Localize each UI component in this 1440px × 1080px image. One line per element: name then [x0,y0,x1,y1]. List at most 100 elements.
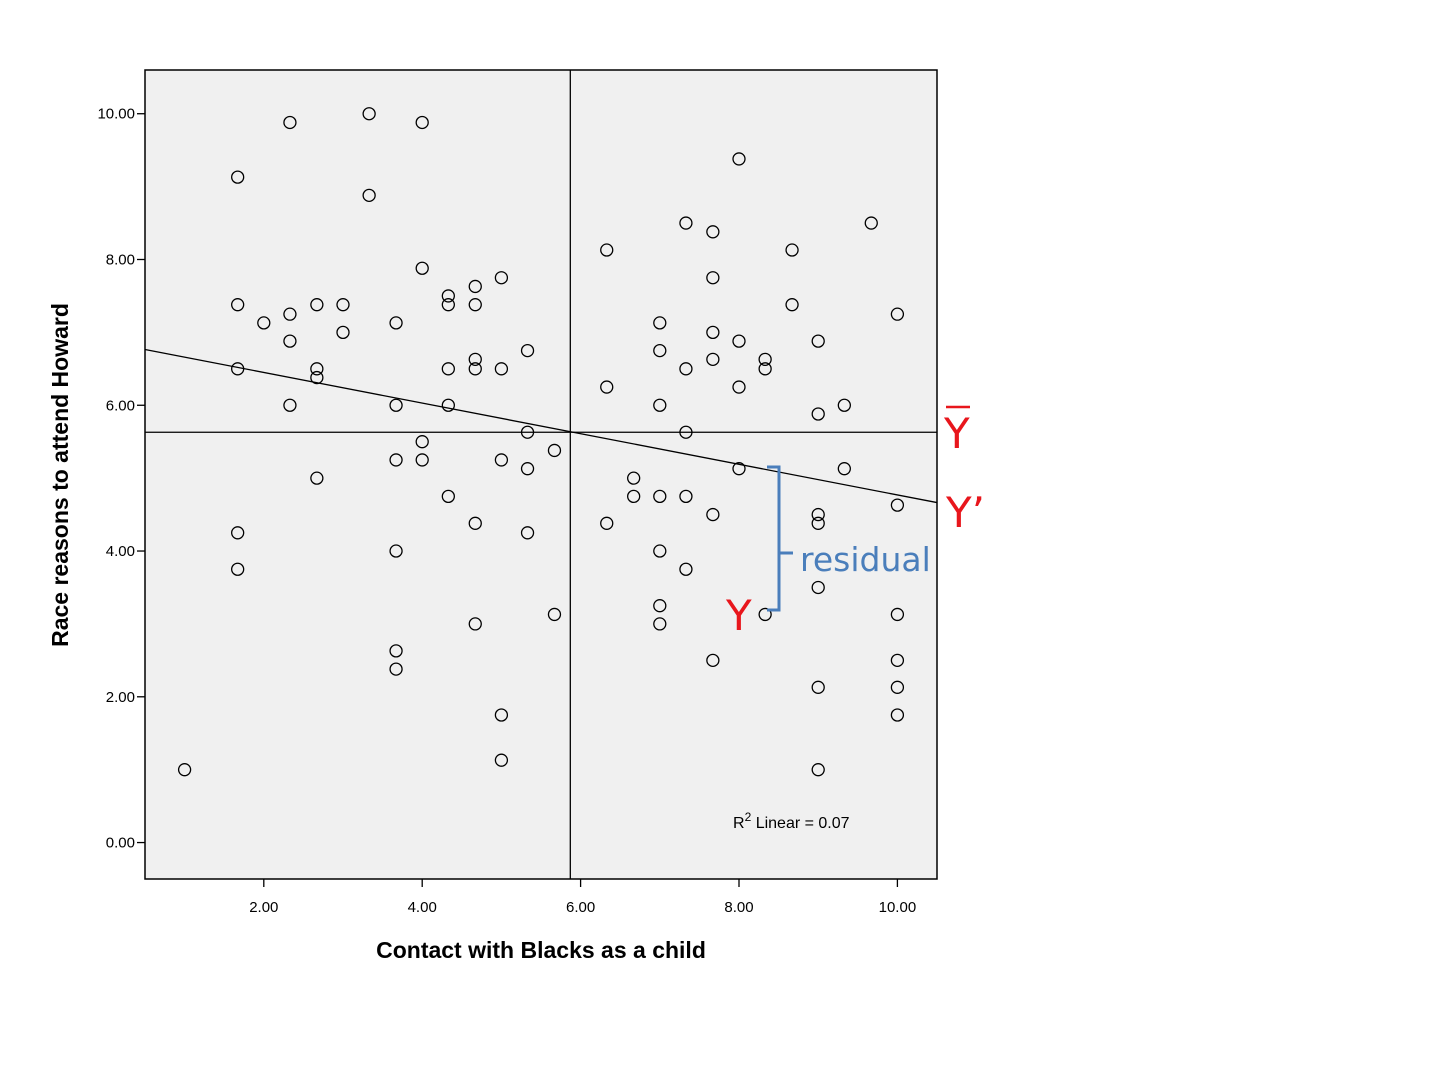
yprime-label: Y’ [945,488,985,537]
data-point [362,107,376,121]
data-point [837,398,851,412]
data-point [679,562,693,576]
data-point [231,170,245,184]
data-point [389,544,403,558]
data-point [257,316,271,330]
data-point [679,362,693,376]
data-point [310,370,324,385]
data-point [494,271,509,285]
data-point [837,462,851,476]
data-point [679,425,693,439]
data-point [758,362,772,376]
data-point [520,425,535,439]
data-point [441,289,455,303]
y-tick-label: 10.00 [97,106,135,123]
data-point [547,607,562,622]
data-point [600,243,614,257]
data-point [415,435,429,449]
data-point [389,398,403,412]
data-point [758,352,772,366]
data-point [890,307,905,321]
data-point [653,544,667,558]
data-point [231,526,245,540]
data-point [468,298,482,312]
x-axis-title: Contact with Blacks as a child [376,937,706,963]
data-point [864,216,878,230]
data-point [389,662,403,676]
ybar-label: Y [943,409,970,458]
data-point [890,680,905,694]
data-point [811,516,825,530]
data-point [679,216,693,230]
data-point [653,343,667,358]
data-point [547,443,562,458]
residual-label: residual [800,540,931,579]
residual-bracket [767,465,793,612]
data-point [653,398,667,412]
y-tick-label: 6.00 [106,397,135,414]
data-point [441,398,455,412]
x-tick-label: 2.00 [249,899,278,916]
data-point [494,362,509,376]
data-point [706,271,720,285]
data-point [811,407,825,421]
data-point [653,316,667,330]
data-point [811,680,825,694]
data-point [468,352,482,366]
data-point [600,380,614,394]
data-point [336,325,350,340]
data-point [653,617,667,631]
data-point [389,453,403,467]
data-point [785,298,799,312]
x-tick-label: 6.00 [566,899,595,916]
plot-area [144,69,938,880]
data-point [362,188,376,203]
data-point [679,489,693,504]
x-tick-label: 10.00 [879,899,917,916]
data-point [706,352,720,366]
data-point [732,152,746,166]
data-point [441,298,455,312]
data-point [811,334,825,348]
data-point [441,362,455,376]
data-point [441,489,455,504]
data-point [415,261,429,275]
y-tick-label: 2.00 [106,689,135,706]
data-point [468,617,482,631]
data-point [310,298,324,312]
fit-statistic-label: R2 Linear = 0.07 [733,810,850,832]
data-point [283,334,297,348]
data-point [468,516,482,530]
data-point [890,607,905,622]
data-point [732,380,746,394]
data-point [468,279,482,294]
data-point [389,644,403,658]
data-point [811,580,825,595]
data-point [732,462,746,476]
data-point [706,653,720,668]
data-point [785,243,799,257]
data-point [231,298,245,312]
data-point [283,398,297,412]
x-tick-label: 8.00 [724,899,753,916]
y-tick-label: 4.00 [106,543,135,560]
regression-line [144,348,938,504]
data-point [520,526,535,540]
y-tick-label: 8.00 [106,251,135,268]
x-tick-label: 4.00 [408,899,437,916]
data-point [283,115,297,130]
data-point [415,115,429,130]
y-observed-label: Y [725,591,752,640]
y-axis-title: Race reasons to attend Howard [47,303,73,647]
data-point [468,362,482,376]
data-point [890,498,905,512]
data-point [231,362,245,376]
data-point [627,471,641,485]
data-point [890,708,905,722]
data-point [600,516,614,530]
data-point [890,653,905,668]
chart-marks: 2.00 4.00 6.00 8.00 10.00 0.00 2.00 4.00 6.00 8.0… [97,70,938,916]
y-tick-label: 0.00 [106,835,135,852]
data-point [310,362,324,376]
